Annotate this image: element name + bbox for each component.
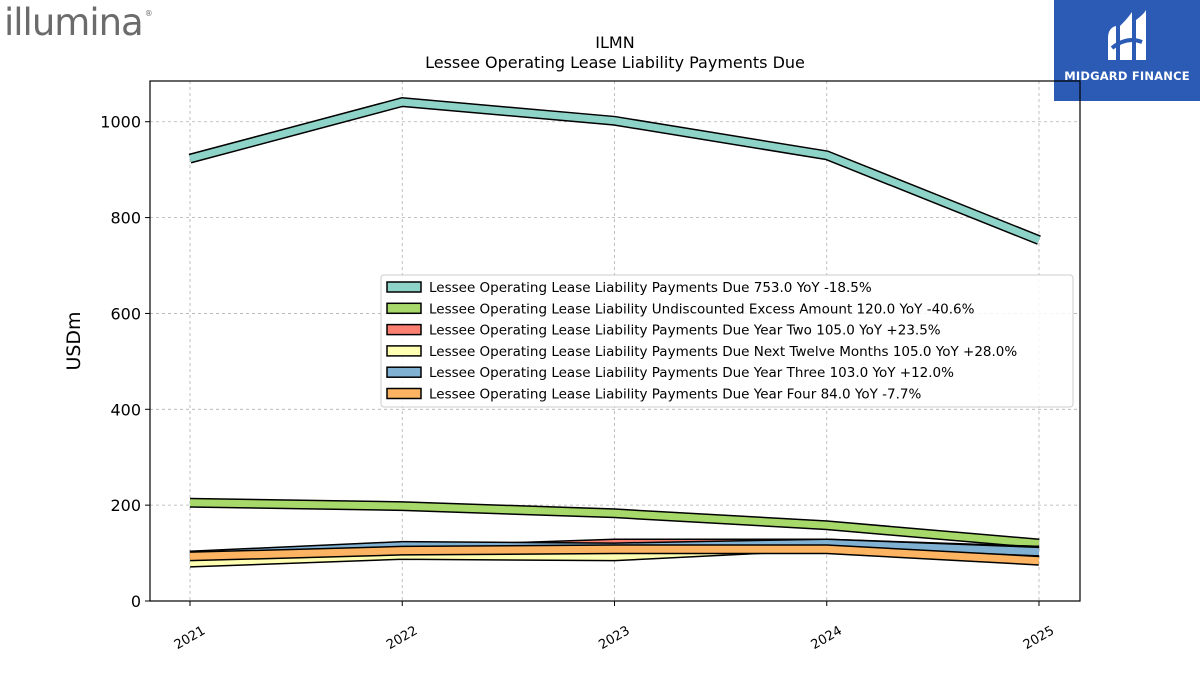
data-point [401,101,404,104]
chart-title: ILMN [595,33,634,52]
legend-swatch [386,387,422,400]
midgard-finance-logo: MIDGARD FINANCE [1054,0,1200,101]
y-axis-label: USDm [63,311,85,370]
legend-label: Lessee Operating Lease Liability Payment… [429,323,941,339]
x-tick-label: 2021 [172,623,208,653]
series-line [189,499,1040,547]
data-point [1038,542,1041,545]
y-axis: 0 200 400 600 800 1000 [100,113,150,611]
legend-label: Lessee Operating Lease Liability Undisco… [429,301,975,317]
midgard-logo-text: MIDGARD FINANCE [1064,69,1190,83]
chart-subtitle: Lessee Operating Lease Liability Payment… [425,53,805,72]
midgard-logo-icon [1108,10,1146,60]
data-point [825,548,828,551]
x-tick-label: 2025 [1021,623,1057,653]
data-point [189,561,192,564]
y-tick-label: 600 [110,304,141,323]
y-tick-label: 800 [110,209,141,228]
legend-swatch [386,302,422,315]
data-point [189,501,192,504]
data-point [1038,239,1041,242]
data-point [825,154,828,157]
registered-mark: ® [144,9,153,18]
legend-frame [380,274,1074,408]
data-point [825,524,828,527]
data-point [189,157,192,160]
legend: Lessee Operating Lease Liability Payment… [380,274,1074,408]
x-tick-label: 2023 [596,623,632,653]
y-tick-label: 200 [110,496,141,515]
data-point [613,512,616,515]
x-tick-label: 2024 [809,623,845,653]
legend-swatch [386,281,422,293]
legend-label: Lessee Operating Lease Liability Payment… [429,387,922,403]
y-tick-label: 0 [131,592,141,611]
legend-swatch [386,345,422,357]
legend-label: Lessee Operating Lease Liability Payment… [429,344,1017,360]
illumina-logo: illumina ® [4,1,153,44]
series-line [189,98,1041,244]
data-point [613,548,616,551]
illumina-logo-text: illumina [4,1,144,44]
legend-label: Lessee Operating Lease Liability Payment… [429,365,954,381]
legend-swatch [386,366,422,378]
data-point [401,505,404,508]
data-point [1038,550,1041,553]
y-tick-label: 1000 [100,113,141,132]
data-point [613,555,616,558]
x-axis: 2021 2022 2023 2024 2025 [172,601,1057,653]
data-point [613,119,616,122]
data-point [189,555,192,558]
y-tick-label: 400 [110,400,141,419]
series-layer [188,97,1041,568]
legend-label: Lessee Operating Lease Liability Payment… [429,280,872,296]
x-tick-label: 2022 [384,623,420,653]
data-point [401,549,404,552]
legend-swatch [386,323,422,336]
series-line [189,545,1040,565]
data-point [1038,559,1041,562]
